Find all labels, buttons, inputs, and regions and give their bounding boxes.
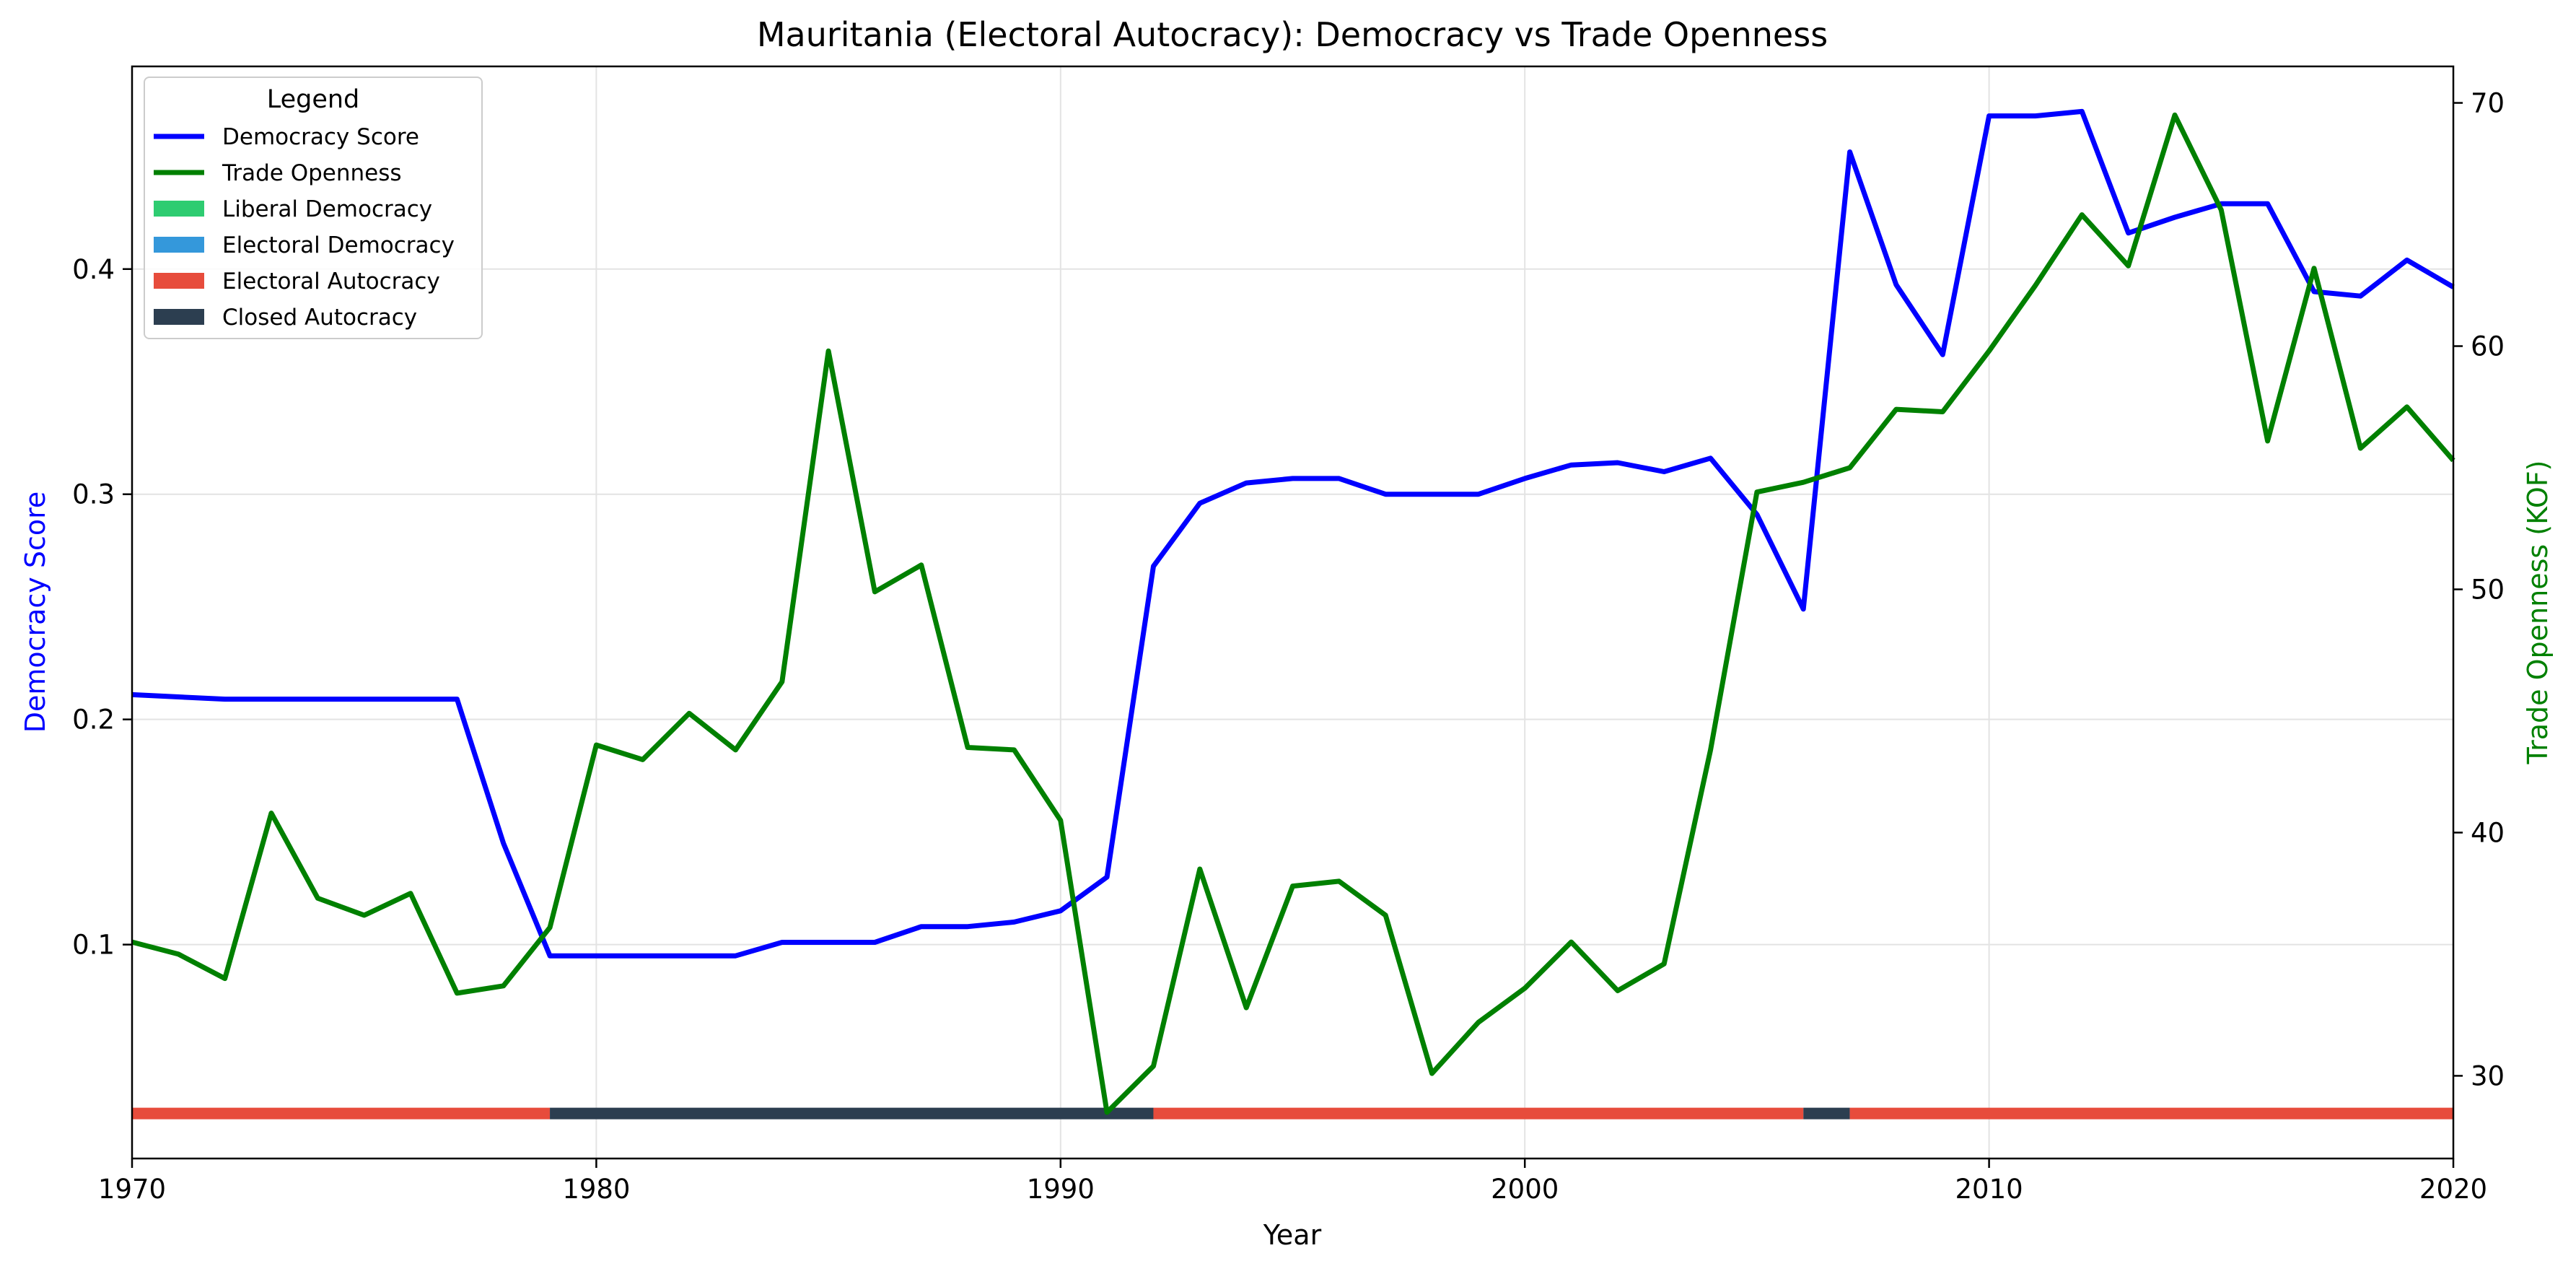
- legend-box: [144, 77, 483, 339]
- left-y-tick-label: 0.4: [72, 254, 115, 285]
- x-tick-label: 2010: [1955, 1174, 2023, 1205]
- democracy-score-line: [131, 108, 2455, 959]
- legend-title: Legend: [267, 85, 360, 114]
- trade-openness-line: [131, 112, 2455, 1115]
- legend-swatch-electoral-autocracy: [154, 273, 204, 289]
- right-y-axis: 30 40 50 60 70: [2453, 88, 2505, 1091]
- legend-label-liberal-democracy: Liberal Democracy: [222, 196, 432, 222]
- left-y-tick-label: 0.1: [72, 930, 115, 961]
- right-y-tick-label: 40: [2471, 817, 2505, 848]
- left-y-tick-label: 0.2: [72, 704, 115, 736]
- right-y-axis-label: Trade Openness (KOF): [2522, 460, 2554, 764]
- series-layer: [131, 108, 2455, 1115]
- left-y-tick-label: 0.3: [72, 479, 115, 510]
- x-axis-label: Year: [1263, 1219, 1322, 1251]
- legend-label-closed-autocracy: Closed Autocracy: [222, 305, 417, 331]
- right-y-tick-label: 70: [2471, 88, 2505, 119]
- chart-title: Mauritania (Electoral Autocracy): Democr…: [757, 15, 1828, 54]
- x-tick-label: 2020: [2419, 1174, 2487, 1205]
- legend-swatch-closed-autocracy: [154, 309, 204, 325]
- legend-entries: Democracy Score Trade Openness Liberal Dem…: [154, 124, 455, 331]
- legend-label-democracy-score: Democracy Score: [222, 124, 419, 150]
- plot-frame: [131, 65, 2455, 1160]
- x-tick-label: 1970: [98, 1174, 166, 1205]
- x-tick-label: 2000: [1491, 1174, 1559, 1205]
- right-y-tick-label: 60: [2471, 331, 2505, 362]
- left-y-axis-label: Democracy Score: [19, 492, 51, 733]
- grid-lines: [131, 66, 2454, 1159]
- legend-label-trade-openness: Trade Openness: [222, 160, 402, 186]
- legend: Legend Democracy Score Trade Openness Libe…: [144, 77, 483, 339]
- legend-swatch-electoral-democracy: [154, 237, 204, 253]
- right-y-tick-label: 50: [2471, 574, 2505, 605]
- x-tick-label: 1980: [562, 1174, 630, 1205]
- legend-swatch-liberal-democracy: [154, 201, 204, 217]
- left-y-axis: 0.1 0.2 0.3 0.4: [72, 254, 132, 961]
- right-y-tick-label: 30: [2471, 1060, 2505, 1091]
- legend-label-electoral-autocracy: Electoral Autocracy: [222, 269, 440, 294]
- legend-label-electoral-democracy: Electoral Democracy: [222, 232, 455, 258]
- x-tick-label: 1990: [1027, 1174, 1095, 1205]
- x-axis: 1970 1980 1990 2000 2010 2020: [98, 1159, 2487, 1205]
